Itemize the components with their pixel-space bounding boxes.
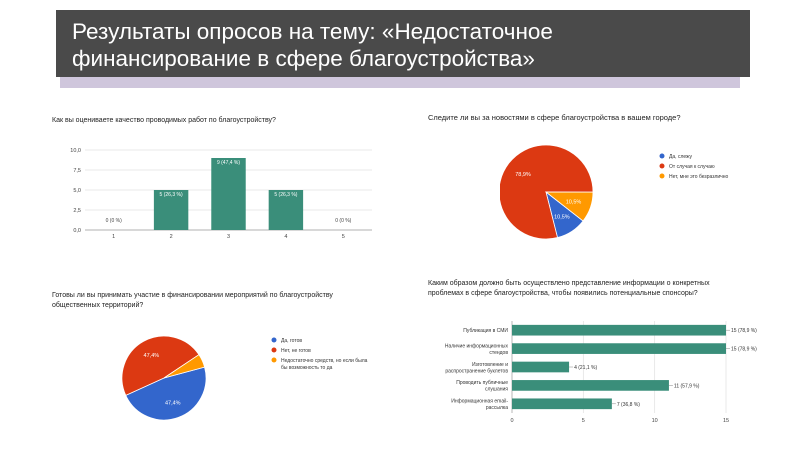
- slide-title-line1: Результаты опросов на тему: «Недостаточн…: [72, 19, 553, 44]
- chart4-data-label: 15 (78,9 %): [731, 328, 757, 334]
- chart4-x-tick: 10: [652, 418, 658, 424]
- chart3-title-line2: общественных территорий?: [52, 302, 144, 309]
- chart1-y-tick: 5,0: [73, 188, 81, 194]
- chart3-slice: [121, 335, 200, 396]
- chart3-legend-label: Да, готов: [281, 338, 302, 344]
- chart3-title-line1: Готовы ли вы принимать участие в финанси…: [52, 292, 333, 299]
- chart1-data-label: 5 (26,3 %): [274, 192, 297, 198]
- chart1-bar: [211, 158, 246, 230]
- chart1-bar: [268, 190, 304, 230]
- slide-title: Результаты опросов на тему: «Недостаточн…: [72, 18, 732, 72]
- news-pie-chart: 10,5% 78,9% 10,5% Да, слежу От случая к случ…: [500, 144, 729, 240]
- chart1-y-tick: 0,0: [73, 228, 81, 234]
- chart4-category-label: стендов: [489, 350, 508, 356]
- chart2-legend-label: Нет, мне это безразлично: [669, 174, 729, 180]
- slide-title-line2: финансирование в сфере благоустройства»: [72, 46, 535, 71]
- chart4-title-line1: Каким образом должно быть осуществлено п…: [428, 280, 710, 287]
- chart2-slice-label: 10,5%: [554, 214, 570, 220]
- chart3-slice-label: 47,4%: [144, 353, 160, 359]
- chart4-bar: [512, 361, 570, 373]
- chart4-data-label: 11 (57,9 %): [674, 383, 700, 389]
- chart4-bar: [512, 380, 669, 391]
- chart1-panel: 0,0 2,5 5,0 7,5 10,0 0 (0 %) 1 5 (26,3 %) 2 9 (47…: [50, 140, 380, 245]
- chart4-category-label: слушания: [485, 387, 508, 393]
- chart4-data-label: 4 (21,1 %): [574, 365, 597, 371]
- participation-pie-chart: 47,4% 47,4% Да, готов Нет, не готов Недостат…: [121, 335, 368, 421]
- chart4-category-label: Наличие информационных: [445, 343, 509, 349]
- chart1-x-tick: 5: [342, 234, 345, 240]
- chart2-title: Следите ли вы за новостями в сфере благо…: [428, 113, 681, 122]
- chart3-panel: 47,4% 47,4% Да, готов Нет, не готов Недостат…: [110, 330, 390, 430]
- chart3-legend-label: бы возможность то да: [281, 365, 333, 371]
- chart4-x-tick: 15: [723, 418, 729, 424]
- chart4-x-tick: 0: [510, 418, 513, 424]
- chart3-slice: [125, 366, 207, 421]
- chart3-legend-label: Нет, не готов: [281, 348, 311, 354]
- chart2-slice-label: 10,5%: [566, 200, 582, 206]
- chart3-legend-marker: [271, 337, 277, 343]
- chart4-title-line2: проблемах в сфере благоустройства, чтобы…: [428, 290, 698, 297]
- chart3-slice: [163, 354, 206, 379]
- chart1-x-tick: 1: [112, 234, 115, 240]
- chart2-legend-label: От случая к случаю: [669, 164, 715, 170]
- chart1-x-tick: 2: [170, 234, 173, 240]
- chart1-x-tick: 4: [284, 234, 287, 240]
- info-presentation-bar-chart: 0 5 10 15 15 (78,9 %) Публикация в СМИ 15 (78,…: [445, 321, 757, 424]
- chart3-slice-label: 47,4%: [165, 401, 181, 407]
- chart2-legend-marker: [659, 173, 665, 179]
- chart1-y-tick: 7,5: [73, 168, 81, 174]
- chart2-legend-marker: [659, 153, 665, 159]
- chart1-y-tick: 2,5: [73, 208, 81, 214]
- chart4-bar: [512, 398, 612, 410]
- chart2-legend-label: Да, слежу: [669, 154, 692, 160]
- chart1-bar: [153, 190, 189, 230]
- quality-bar-chart: 0,0 2,5 5,0 7,5 10,0 0 (0 %) 1 5 (26,3 %) 2 9 (47…: [70, 148, 372, 240]
- chart3-legend-marker: [271, 357, 277, 363]
- chart4-title: Каким образом должно быть осуществлено п…: [428, 279, 710, 299]
- chart3-legend-label: Недостаточно средств, но если была: [281, 358, 368, 364]
- chart4-category-label: Информационная email-: [451, 399, 508, 405]
- chart4-bar: [512, 343, 726, 354]
- chart4-category-label: Проводить публичные: [456, 380, 508, 386]
- chart3-title: Готовы ли вы принимать участие в финанси…: [52, 291, 333, 311]
- chart4-data-label: 7 (36,8 %): [617, 402, 640, 408]
- chart2-legend-marker: [659, 163, 665, 169]
- chart1-x-tick: 3: [227, 234, 230, 240]
- chart1-title: Как вы оцениваете качество проводимых ра…: [52, 117, 276, 124]
- chart4-data-label: 15 (78,9 %): [731, 347, 757, 353]
- chart4-panel: 0 5 10 15 15 (78,9 %) Публикация в СМИ 15 (78,…: [425, 318, 770, 433]
- chart4-category-label: распространение буклетов: [445, 368, 508, 374]
- chart4-x-tick: 5: [582, 418, 585, 424]
- chart3-legend-marker: [271, 347, 277, 353]
- chart4-category-label: рассылка: [486, 405, 508, 411]
- title-banner: Результаты опросов на тему: «Недостаточн…: [56, 10, 750, 77]
- chart1-data-label: 9 (47,4 %): [217, 160, 240, 166]
- chart2-slice-label: 78,9%: [515, 172, 531, 178]
- chart2-slice: [544, 191, 594, 222]
- chart4-category-label: Публикация в СМИ: [463, 328, 508, 334]
- chart2-panel: 10,5% 78,9% 10,5% Да, слежу От случая к случ…: [500, 140, 760, 250]
- chart1-y-tick: 10,0: [70, 148, 81, 154]
- chart1-data-label: 5 (26,3 %): [160, 192, 183, 198]
- chart4-bar: [512, 324, 726, 336]
- chart1-data-label: 0 (0 %): [335, 218, 351, 224]
- chart4-category-label: Изготовление и: [472, 362, 508, 368]
- chart1-data-label: 0 (0 %): [106, 218, 122, 224]
